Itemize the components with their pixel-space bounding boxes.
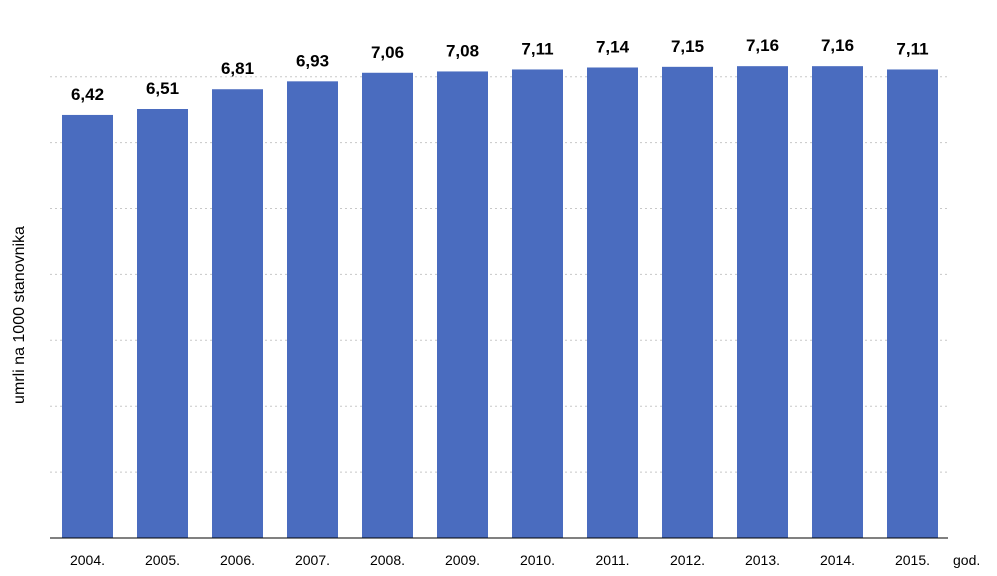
bar (662, 66, 713, 538)
bar (437, 71, 488, 538)
bar (587, 67, 638, 538)
bar (212, 89, 263, 538)
bar (512, 69, 563, 538)
x-tick-label: 2008. (370, 552, 405, 568)
x-tick-label: 2014. (820, 552, 855, 568)
y-axis-title: umrli na 1000 stanovnika (11, 226, 28, 404)
x-tick-label: 2010. (520, 552, 555, 568)
x-tick-label: 2009. (445, 552, 480, 568)
x-tick-labels: 2004. 2005. 2006. 2007. 2008. 2009. 2010. 2011.… (70, 552, 930, 568)
bar-value-label: 6,81 (221, 59, 254, 78)
bar-value-label: 7,11 (521, 39, 553, 58)
x-tick-label: 2004. (70, 552, 105, 568)
bar (737, 66, 788, 538)
bar (812, 66, 863, 538)
bar-value-label: 6,51 (146, 79, 179, 98)
x-tick-label: 2015. (895, 552, 930, 568)
x-tick-label: 2005. (145, 552, 180, 568)
bar-value-label: 7,11 (896, 39, 928, 58)
bar-value-label: 6,93 (296, 51, 329, 70)
bar-value-label: 6,42 (71, 85, 104, 104)
x-tick-label: 2013. (745, 552, 780, 568)
bar-value-label: 7,08 (446, 41, 479, 60)
bar (887, 69, 938, 538)
bar-value-label: 7,14 (596, 37, 630, 56)
bar (62, 114, 113, 538)
x-tick-label: 2012. (670, 552, 705, 568)
bars (62, 66, 938, 538)
x-tick-label: 2011. (596, 552, 630, 568)
bar-value-label: 7,16 (746, 36, 779, 55)
bar (362, 72, 413, 538)
bar (137, 109, 188, 538)
x-tick-label: 2007. (295, 552, 330, 568)
bar-value-label: 7,15 (671, 37, 704, 56)
bar (287, 81, 338, 538)
x-tick-label: 2006. (220, 552, 255, 568)
x-axis-title: god. (953, 552, 980, 568)
bar-value-label: 7,16 (821, 36, 854, 55)
value-labels: 6,42 6,51 6,81 6,93 7,06 7,08 7,11 7,14 7,15 7,16… (71, 36, 929, 104)
bar-value-label: 7,06 (371, 43, 404, 62)
